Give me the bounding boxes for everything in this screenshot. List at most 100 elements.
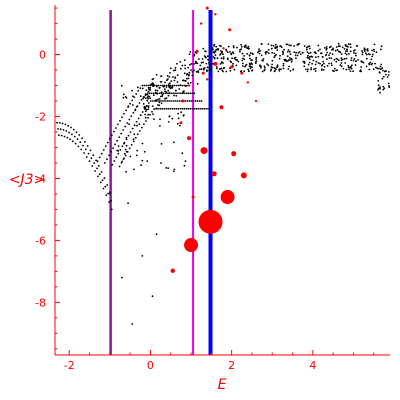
weighted-point <box>228 28 232 32</box>
data-point <box>219 68 221 70</box>
data-point <box>278 70 281 72</box>
data-point <box>103 177 106 180</box>
data-point <box>135 105 138 108</box>
data-point <box>288 57 291 59</box>
data-point <box>335 60 338 63</box>
data-point <box>317 62 320 64</box>
data-point <box>102 149 105 151</box>
data-point <box>149 84 152 87</box>
data-point <box>310 55 313 58</box>
data-point <box>164 100 166 102</box>
data-point <box>136 149 139 152</box>
data-point <box>174 66 177 69</box>
data-point <box>326 58 328 61</box>
data-point <box>251 66 253 68</box>
data-point <box>162 100 164 102</box>
data-point <box>282 67 285 70</box>
data-point <box>220 51 223 54</box>
data-point <box>65 130 68 132</box>
data-point <box>145 120 147 122</box>
data-point <box>83 152 85 154</box>
data-point <box>173 94 175 97</box>
data-point <box>220 57 223 60</box>
data-point <box>149 97 152 100</box>
data-point <box>120 84 123 87</box>
data-point <box>157 107 160 110</box>
data-point <box>326 64 329 67</box>
data-point <box>261 43 263 45</box>
data-point <box>345 57 348 60</box>
data-point <box>344 52 347 55</box>
data-point <box>339 45 341 47</box>
data-point <box>331 53 334 56</box>
data-point <box>110 208 113 211</box>
data-point <box>171 107 174 110</box>
data-point <box>122 129 125 131</box>
data-point <box>158 92 161 95</box>
data-point <box>125 136 128 139</box>
data-point <box>306 48 308 51</box>
data-point <box>226 51 229 53</box>
data-point <box>109 191 111 194</box>
data-point <box>169 92 171 95</box>
data-point <box>383 70 386 73</box>
data-point <box>377 80 380 82</box>
data-point <box>259 50 262 52</box>
data-point <box>282 53 284 56</box>
data-point <box>193 63 196 65</box>
data-point <box>261 70 264 73</box>
data-point <box>114 143 116 146</box>
data-point <box>315 52 317 54</box>
weighted-point <box>254 99 258 103</box>
data-point <box>151 78 154 81</box>
data-point <box>355 60 357 62</box>
data-point <box>166 79 168 82</box>
weighted-point <box>230 65 234 69</box>
data-point <box>287 68 290 70</box>
data-point <box>219 63 222 65</box>
data-point <box>263 65 266 68</box>
data-point <box>137 90 140 92</box>
data-point <box>373 43 376 46</box>
data-point <box>149 100 152 102</box>
data-point <box>200 61 203 64</box>
data-point <box>242 57 244 60</box>
data-point <box>347 64 350 67</box>
data-point <box>119 149 122 151</box>
data-point <box>191 92 194 95</box>
data-point <box>333 58 336 61</box>
data-point <box>328 57 331 59</box>
data-point <box>376 67 379 70</box>
data-point <box>153 118 155 120</box>
data-point <box>186 100 189 102</box>
data-point <box>276 46 278 49</box>
data-point <box>340 65 343 68</box>
weighted-point <box>191 195 195 199</box>
data-point <box>130 115 133 117</box>
data-point <box>144 113 147 116</box>
data-point <box>158 86 161 89</box>
data-point <box>279 45 281 47</box>
data-point <box>193 92 196 95</box>
data-point <box>339 64 342 66</box>
data-point <box>166 100 169 102</box>
data-point <box>349 50 352 53</box>
data-point <box>151 105 154 107</box>
data-point <box>170 100 173 102</box>
data-point <box>208 107 210 110</box>
data-point <box>361 53 364 56</box>
data-point <box>245 63 248 66</box>
data-point <box>124 125 127 128</box>
weighted-point <box>200 147 208 155</box>
data-point <box>134 109 137 112</box>
data-point <box>382 75 385 78</box>
data-point <box>173 92 175 95</box>
data-point <box>360 70 362 73</box>
data-point <box>128 123 131 125</box>
data-point <box>171 86 174 89</box>
data-point <box>188 71 191 74</box>
data-point <box>248 54 251 57</box>
data-point <box>148 92 151 95</box>
data-point <box>182 84 184 87</box>
data-point <box>278 57 281 60</box>
